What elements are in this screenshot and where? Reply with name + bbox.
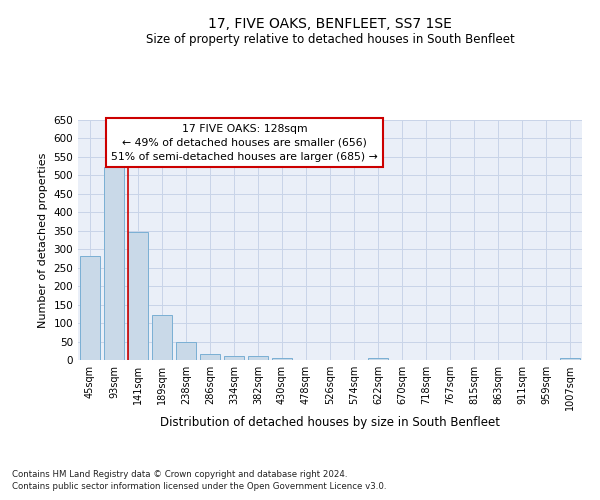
Y-axis label: Number of detached properties: Number of detached properties [38, 152, 48, 328]
X-axis label: Distribution of detached houses by size in South Benfleet: Distribution of detached houses by size … [160, 416, 500, 429]
Text: Contains public sector information licensed under the Open Government Licence v3: Contains public sector information licen… [12, 482, 386, 491]
Text: Contains HM Land Registry data © Crown copyright and database right 2024.: Contains HM Land Registry data © Crown c… [12, 470, 347, 479]
Bar [152, 315, 172, 360]
Bar [368, 358, 388, 360]
Bar [128, 232, 148, 360]
Bar [200, 354, 220, 360]
Bar [248, 356, 268, 360]
Text: 17 FIVE OAKS: 128sqm
← 49% of detached houses are smaller (656)
51% of semi-deta: 17 FIVE OAKS: 128sqm ← 49% of detached h… [111, 124, 377, 162]
Bar [176, 342, 196, 360]
Bar [272, 358, 292, 360]
Text: 17, FIVE OAKS, BENFLEET, SS7 1SE: 17, FIVE OAKS, BENFLEET, SS7 1SE [208, 18, 452, 32]
Bar [560, 358, 580, 360]
Bar [104, 167, 124, 360]
Bar [224, 356, 244, 360]
Bar [80, 256, 100, 360]
Text: Size of property relative to detached houses in South Benfleet: Size of property relative to detached ho… [146, 32, 514, 46]
